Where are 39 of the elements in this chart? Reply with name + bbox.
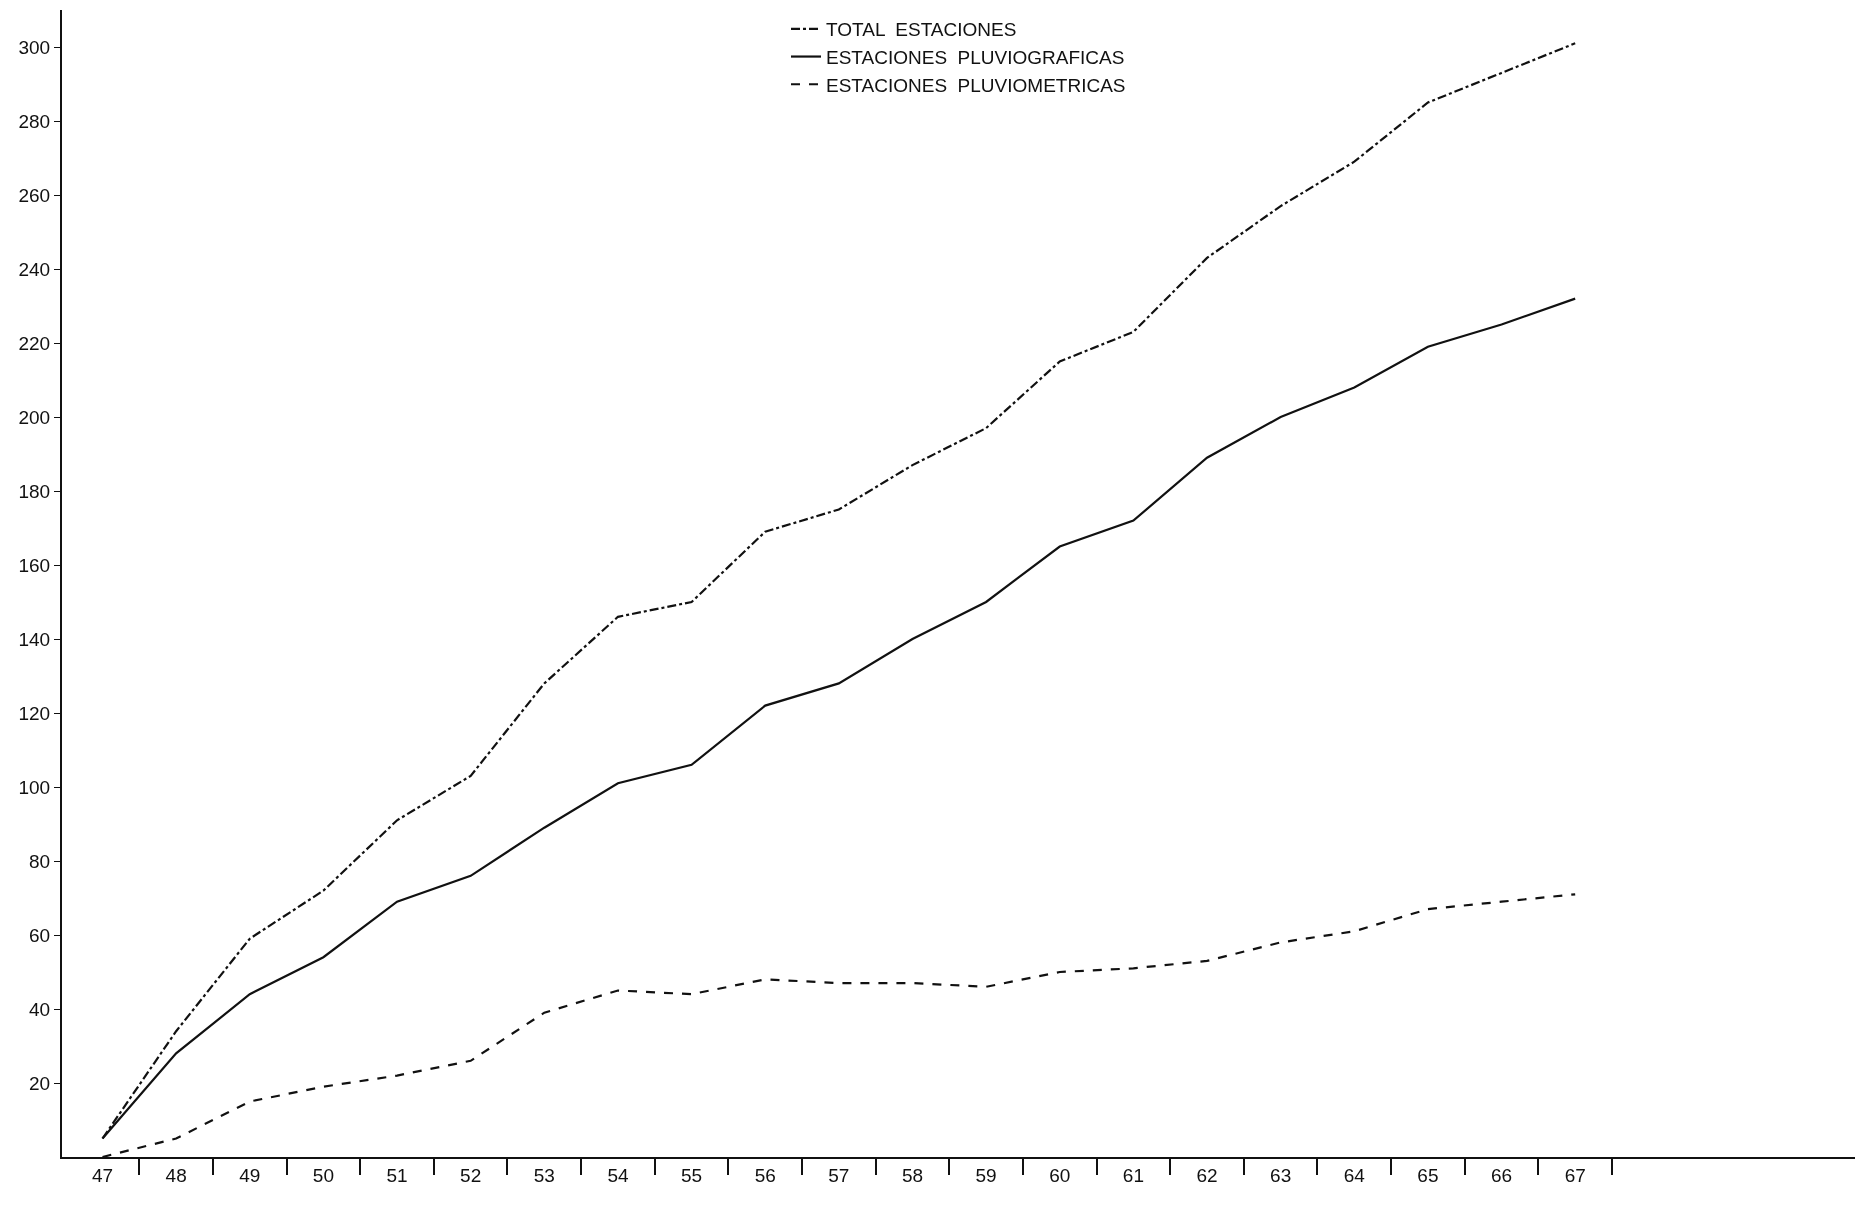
y-tick-label: 60 bbox=[29, 924, 51, 946]
y-tick-label: 240 bbox=[18, 258, 51, 280]
y-tick-label: 220 bbox=[18, 332, 51, 354]
x-tick-label: 57 bbox=[828, 1164, 850, 1186]
y-tick-label: 300 bbox=[18, 36, 51, 58]
x-tick-label: 63 bbox=[1270, 1164, 1292, 1186]
y-tick-label: 160 bbox=[18, 554, 51, 576]
y-tick-label: 280 bbox=[18, 110, 51, 132]
y-tick-label: 80 bbox=[29, 850, 51, 872]
x-tick-label: 64 bbox=[1343, 1164, 1366, 1186]
x-tick-label: 65 bbox=[1417, 1164, 1439, 1186]
x-tick-label: 62 bbox=[1196, 1164, 1218, 1186]
x-tick-label: 60 bbox=[1049, 1164, 1071, 1186]
y-tick-label: 40 bbox=[29, 998, 51, 1020]
x-tick-label: 56 bbox=[754, 1164, 776, 1186]
x-tick-label: 48 bbox=[165, 1164, 187, 1186]
y-tick-label: 180 bbox=[18, 480, 51, 502]
x-tick-label: 53 bbox=[533, 1164, 555, 1186]
y-tick-label: 260 bbox=[18, 184, 51, 206]
x-tick-label: 66 bbox=[1490, 1164, 1513, 1186]
x-tick-label: 51 bbox=[386, 1164, 408, 1186]
x-tick-label: 55 bbox=[681, 1164, 703, 1186]
x-tick-label: 50 bbox=[312, 1164, 334, 1186]
x-tick-label: 54 bbox=[607, 1164, 629, 1186]
y-tick-label: 100 bbox=[18, 776, 51, 798]
y-tick-label: 120 bbox=[18, 702, 51, 724]
x-tick-label: 67 bbox=[1564, 1164, 1586, 1186]
x-tick-label: 52 bbox=[460, 1164, 482, 1186]
x-tick-label: 49 bbox=[239, 1164, 261, 1186]
x-tick-label: 58 bbox=[901, 1164, 924, 1186]
x-tick-label: 59 bbox=[975, 1164, 997, 1186]
y-tick-label: 140 bbox=[18, 628, 51, 650]
x-tick-label: 61 bbox=[1122, 1164, 1144, 1186]
y-tick-label: 20 bbox=[29, 1072, 51, 1094]
x-tick-label: 47 bbox=[91, 1164, 114, 1186]
legend-label: TOTAL ESTACIONES bbox=[826, 19, 1017, 41]
legend-label: ESTACIONES PLUVIOMETRICAS bbox=[826, 74, 1126, 96]
y-tick-label: 200 bbox=[18, 406, 51, 428]
legend-label: ESTACIONES PLUVIOGRAFICAS bbox=[826, 46, 1125, 68]
